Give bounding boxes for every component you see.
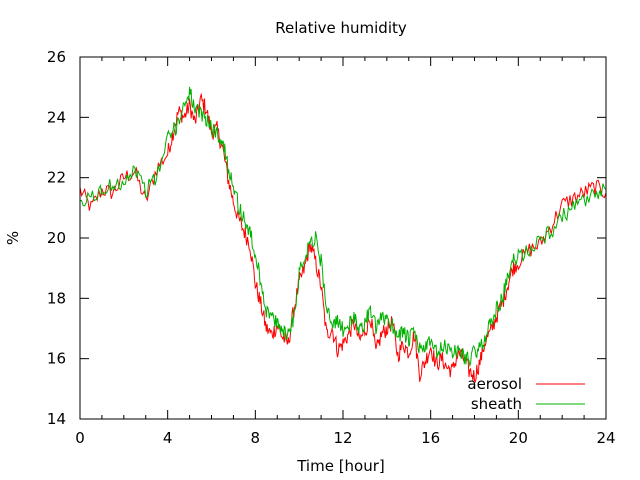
series-line-sheath xyxy=(79,86,607,368)
legend-label-aerosol: aerosol xyxy=(467,375,522,393)
x-tick-label: 12 xyxy=(333,429,352,447)
legend: aerosol sheath xyxy=(467,375,585,413)
y-tick-label: 18 xyxy=(47,289,66,307)
x-axis-label: Time [hour] xyxy=(296,457,385,475)
series-group xyxy=(79,86,607,384)
plot-frame xyxy=(79,56,607,420)
x-tick-label: 20 xyxy=(509,429,528,447)
y-axis-label: % xyxy=(4,231,22,245)
y-tick-label: 16 xyxy=(47,350,66,368)
chart-title: Relative humidity xyxy=(275,19,407,37)
x-tick-label: 16 xyxy=(421,429,440,447)
series-line-aerosol xyxy=(79,92,607,384)
x-tick-label: 4 xyxy=(163,429,173,447)
y-tick-label: 20 xyxy=(47,229,66,247)
x-tick-label: 24 xyxy=(596,429,615,447)
y-tick-label: 24 xyxy=(47,108,66,126)
y-tick-label: 26 xyxy=(47,48,66,66)
y-tick-label: 22 xyxy=(47,169,66,187)
x-tick-label: 0 xyxy=(75,429,85,447)
y-tick-label: 14 xyxy=(47,410,66,428)
ticks-group: 0 4 8 12 16 20 24 14 16 18 20 22 24 26 xyxy=(47,48,616,447)
x-tick-label: 8 xyxy=(251,429,261,447)
legend-label-sheath: sheath xyxy=(471,395,522,413)
